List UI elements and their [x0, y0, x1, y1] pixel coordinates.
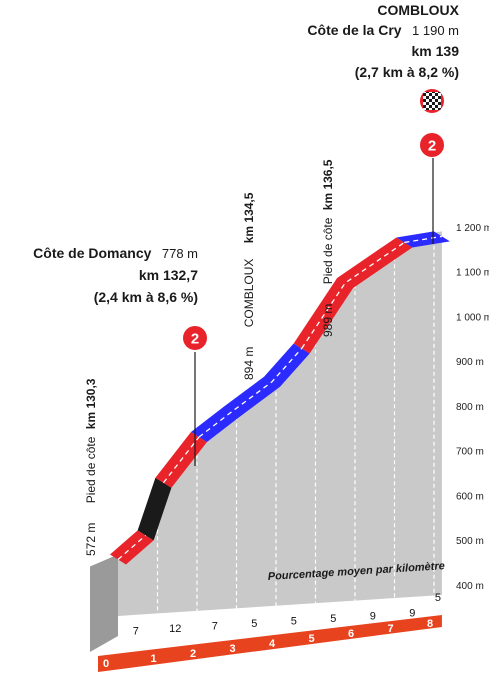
- climb-domancy-name: Côte de Domancy: [33, 245, 151, 261]
- terrain-side: [90, 554, 118, 652]
- gradient-segments: [110, 231, 450, 565]
- y-tick-label: 1 200 m: [456, 223, 489, 234]
- category-badge-icon: [420, 133, 444, 157]
- annotation-altitude: 572 m: [84, 523, 98, 556]
- category-badge-icon: [183, 326, 207, 350]
- km-gradient-value: 12: [169, 623, 181, 635]
- gradient-segment-dash: [117, 534, 147, 561]
- y-tick-label: 900 m: [456, 357, 484, 368]
- km-tick-label: 0: [103, 658, 109, 670]
- km-tick-label: 1: [150, 653, 156, 665]
- km-tick-label: 2: [190, 648, 196, 660]
- annotation-text: Pied de côte: [84, 436, 98, 503]
- svg-text:572 m Pied de côte: 572 m Pied de côte km 130,3: [84, 378, 98, 556]
- km-tick-label: 5: [308, 633, 314, 645]
- km-tick-label: 3: [229, 643, 235, 655]
- y-tick-label: 400 m: [456, 581, 484, 592]
- km-gradient-value: 9: [370, 610, 376, 622]
- svg-text:989 m Pied de côte: 989 m Pied de côte km 136,5: [321, 159, 335, 337]
- climb-cry-altitude: 1 190 m: [412, 23, 459, 38]
- terrain-area: [90, 231, 442, 652]
- km-gradient-value: 5: [330, 613, 336, 625]
- km-gradient-value: 7: [133, 626, 139, 638]
- km-tick-label: 8: [427, 618, 433, 630]
- gradient-segment-dash: [198, 348, 303, 438]
- gradient-segment-dash: [404, 235, 443, 244]
- gradient-segment-dash: [301, 241, 405, 349]
- km-tick-label: 6: [348, 628, 354, 640]
- gradient-segment-dash: [162, 436, 200, 484]
- annotation-combloux: 894 m COMBLOUX km 134,5: [242, 192, 256, 380]
- gradient-segment: [293, 237, 413, 354]
- climb-cry-stats: (2,7 km à 8,2 %): [355, 64, 459, 80]
- annotation-text: Pied de côte: [321, 217, 335, 284]
- climb-cry-km: km 139: [412, 43, 460, 59]
- km-gradient-value: 5: [251, 618, 257, 630]
- annotation-altitude: 894 m: [242, 347, 256, 380]
- annotation-text: COMBLOUX: [242, 259, 256, 328]
- y-axis-ticks: 400 m 500 m 600 m 700 m 800 m 900 m 1 000 m 1 1…: [456, 223, 489, 592]
- annotation-pied-de-cote-2: 989 m Pied de côte km 136,5: [321, 159, 335, 337]
- y-tick-label: 800 m: [456, 402, 484, 413]
- checkered-flag-icon: [423, 92, 441, 110]
- km-gradient-value: 7: [212, 621, 218, 633]
- km-gradient-value: 9: [409, 608, 415, 620]
- y-tick-label: 1 000 m: [456, 312, 489, 323]
- km-gradient-value: 5: [291, 615, 297, 627]
- climb-cry: 2 COMBLOUX Côte de la Cry 1 190 m km 139…: [307, 2, 460, 244]
- y-tick-label: 700 m: [456, 447, 484, 458]
- gradient-segment: [137, 477, 172, 541]
- climb-domancy-altitude: 778 m: [162, 246, 198, 261]
- climb-domancy-km: km 132,7: [139, 267, 198, 283]
- category-badge-label: 2: [191, 331, 199, 348]
- svg-text:Côte de Domancy 778 m: Côte de Domancy 778 m: [33, 245, 198, 262]
- category-badge-label: 2: [428, 138, 436, 155]
- annotation-pied-de-cote-1: 572 m Pied de côte km 130,3: [84, 378, 98, 556]
- climb-cry-town: COMBLOUX: [377, 2, 459, 18]
- km-tick-label: 4: [269, 638, 276, 650]
- y-tick-label: 1 100 m: [456, 268, 489, 279]
- y-tick-label: 600 m: [456, 491, 484, 502]
- y-tick-label: 500 m: [456, 536, 484, 547]
- km-tick-label: 7: [387, 623, 393, 635]
- annotation-altitude: 989 m: [321, 304, 335, 337]
- km-band-fill: [98, 614, 442, 672]
- annotation-km: km 136,5: [321, 159, 335, 210]
- annotation-km: km 134,5: [242, 192, 256, 243]
- terrain-fill: [118, 231, 442, 616]
- climb-domancy: 2 Côte de Domancy 778 m km 132,7 (2,4 km…: [33, 245, 207, 466]
- svg-text:Côte de la Cry 1 190 m: Côte de la Cry 1 190 m: [307, 22, 459, 39]
- gradient-segment: [190, 343, 310, 443]
- climb-domancy-stats: (2,4 km à 8,6 %): [94, 289, 198, 305]
- grid-lines: [156, 238, 435, 626]
- svg-text:894 m COMBLOUX km: 894 m COMBLOUX km 134,5: [242, 192, 256, 380]
- km-gradient-values: 7 12 7 5 5 5 9 9 5: [133, 592, 441, 638]
- annotation-km: km 130,3: [84, 378, 98, 429]
- climb-cry-name: Côte de la Cry: [307, 22, 401, 38]
- km-gradient-value: 5: [435, 592, 441, 604]
